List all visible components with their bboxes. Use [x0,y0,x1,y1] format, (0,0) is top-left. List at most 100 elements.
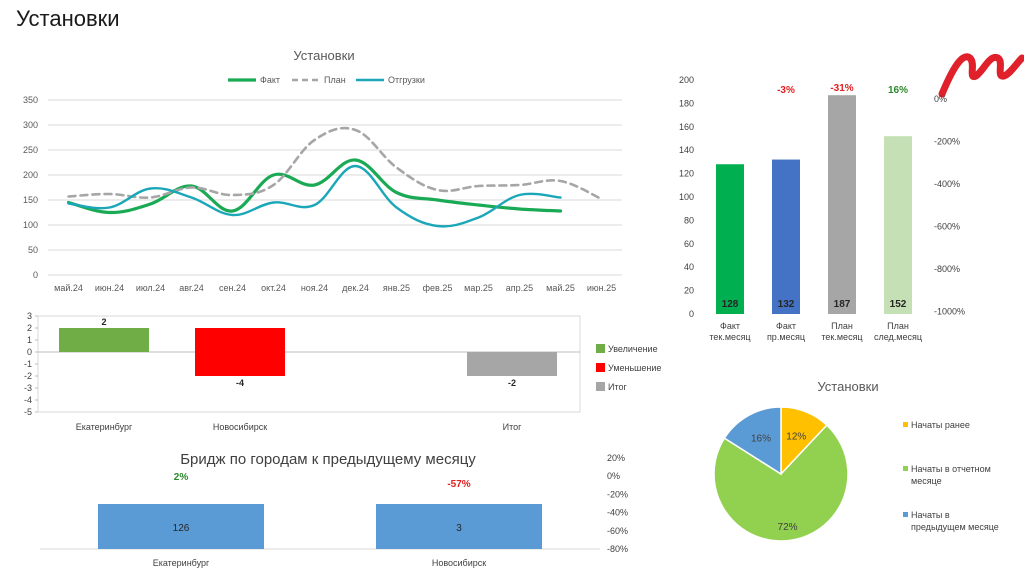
bar-mark-2 [772,159,800,314]
wf-value-label: -4 [236,378,244,388]
bar-y-tick: 180 [679,98,694,108]
bridge-pct-label: -57% [447,479,470,490]
bar-y-tick: 60 [684,239,694,249]
line-chart-y-ticks: 0 50 100 150 200 250 300 350 [23,95,38,280]
line-series-2 [67,126,603,201]
bar-value-label: 152 [890,299,907,310]
line-chart-title: Установки [293,48,354,63]
line-x-tick: май.25 [546,283,575,293]
bar-x-tick: тек.месяц [709,332,750,342]
wf-legend-swatch [596,344,605,353]
bridge-y2-tick: -60% [607,526,628,536]
pie-legend-label: Начаты в отчетном [911,464,991,474]
line-chart-grid [48,99,622,276]
bridge-y2-tick: -20% [607,489,628,499]
pie-slice-label: 12% [786,431,806,442]
bridge-chart-title: Бридж по городам к предыдущему месяцу [180,451,476,468]
bridge-bar-1 [98,504,264,549]
pie-legend: Начаты ранее Начаты в отчетном месяце Начат… [903,420,999,532]
wf-value-label: 2 [101,317,106,327]
bridge-pct-label: 2% [174,472,189,483]
bridge-value-label: 3 [456,523,462,534]
line-x-tick: июн.25 [587,283,616,293]
bar-chart-x-ticks: Факттек.месяцФактпр.месяцПлантек.месяцПл… [709,321,922,342]
bar-mark-1 [716,164,744,314]
bar-y-tick: 140 [679,145,694,155]
bar-chart-y-ticks: 0 20 40 60 80 100 120 140 160 180 200 [679,75,694,319]
pie-chart: Установки 12% 72% 16% Начаты ранее Начаты в… [713,379,999,542]
line-x-tick: май.24 [54,283,83,293]
legend-label-2: План [324,75,346,85]
bar-pct-label: -31% [830,83,853,94]
line-x-tick: апр.25 [506,283,533,293]
bridge-chart: Бридж по городам к предыдущему месяцу 20… [40,451,628,568]
line-y-tick: 250 [23,145,38,155]
line-y-tick: 300 [23,120,38,130]
waterfall-bar-1 [59,328,149,352]
bridge-y2-tick: -80% [607,544,628,554]
pie-slices: 12% 72% 16% [713,406,849,542]
line-y-tick: 150 [23,195,38,205]
wf-y-tick: 3 [27,311,32,321]
bar-y-tick: 20 [684,286,694,296]
waterfall-bar-3 [467,352,557,376]
pie-legend-label: предыдущем месяце [911,522,999,532]
line-x-tick: июн.24 [95,283,124,293]
bar-y2-tick: -400% [934,179,960,189]
wf-y-tick: 1 [27,335,32,345]
bridge-y2-tick: 0% [607,471,620,481]
waterfall-chart: 3 2 1 0 -1 -2 -3 -4 -5 2 -4 -2 Екатеринбург Новосиб… [24,311,661,432]
line-x-tick: янв.25 [383,283,410,293]
waterfall-bar-2 [195,328,285,376]
bridge-pct-labels: 2% -57% [174,472,471,490]
wf-y-tick: 2 [27,323,32,333]
bar-mark-3 [828,95,856,315]
legend-label-1: Факт [260,75,280,85]
bar-y-tick: 40 [684,262,694,272]
pie-slice-3 [723,406,782,476]
line-chart: Установки Факт План Отгрузки 0 50 100 150 200 2… [23,48,622,293]
bridge-y2-ticks: 20% 0% -20% -40% -60% -80% [607,453,628,554]
bar-chart-pct-labels: -3% -31% 16% [777,83,908,96]
line-x-tick: ноя.24 [301,283,328,293]
plan-fact-bar-chart: 0 20 40 60 80 100 120 140 160 180 200 0% -200% -400%… [679,75,965,342]
bridge-bar-2 [376,504,542,549]
wf-y-tick: -1 [24,359,32,369]
line-x-tick: авг.24 [179,283,203,293]
bar-chart-bars: 128 132 187 152 [716,95,912,315]
line-y-tick: 50 [28,245,38,255]
bar-x-tick: Факт [720,321,740,331]
line-chart-title-group: Установки [293,48,354,63]
line-y-tick: 350 [23,95,38,105]
pie-chart-title: Установки [817,379,878,394]
brand-logo-stroke [938,53,1024,98]
bar-pct-label: -3% [777,85,795,96]
wf-legend-swatch [596,382,605,391]
line-x-tick: сен.24 [219,283,246,293]
pie-slice-label: 72% [778,522,798,533]
line-chart-series [66,126,603,228]
wf-legend-label: Итог [608,382,627,392]
line-chart-legend: Факт План Отгрузки [228,75,425,85]
bridge-bars: 126 3 [40,504,600,550]
wf-legend-swatch [596,363,605,372]
waterfall-legend: Увеличение Уменьшение Итог [596,344,661,392]
bar-y2-tick: -200% [934,137,960,147]
bridge-x-ticks: Екатеринбург Новосибирск [153,558,487,568]
bar-value-label: 132 [778,299,795,310]
bridge-y2-tick: -40% [607,508,628,518]
line-series-3 [67,164,562,228]
pie-slice-label: 16% [751,434,771,445]
waterfall-bars: 2 -4 -2 [59,317,557,388]
line-series-1 [66,158,563,215]
bar-x-tick: План [831,321,853,331]
bar-chart-y2-ticks: 0% -200% -400% -600% -800% -1000% [934,94,965,317]
bar-y2-tick: 0% [934,94,947,104]
pie-legend-swatch [903,512,908,517]
bar-mark-4 [884,136,912,314]
line-x-tick: дек.24 [342,283,369,293]
line-y-tick: 200 [23,170,38,180]
line-y-tick: 0 [33,270,38,280]
bar-y2-tick: -800% [934,264,960,274]
bar-x-tick: Факт [776,321,796,331]
